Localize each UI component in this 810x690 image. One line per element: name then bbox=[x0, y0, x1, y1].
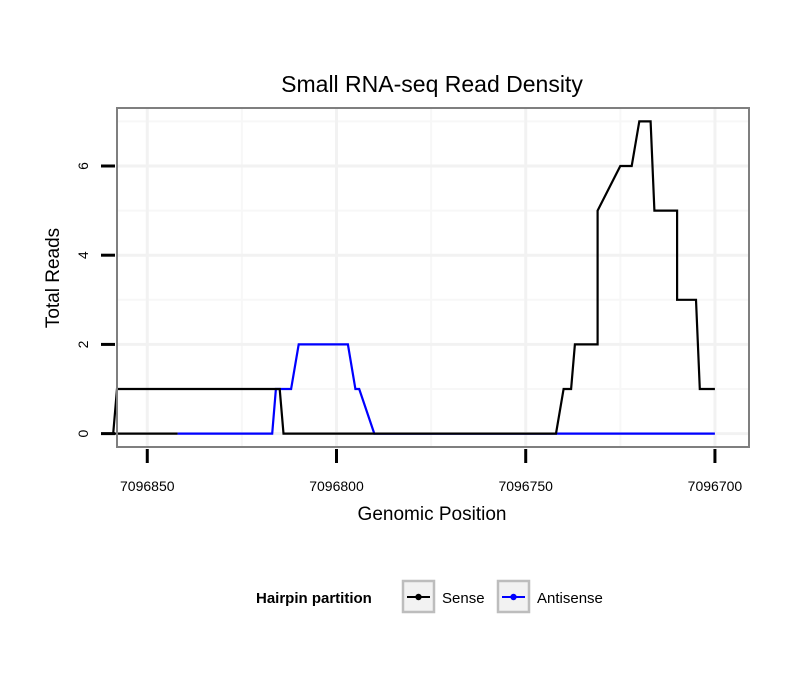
legend-title: Hairpin partition bbox=[256, 590, 372, 607]
y-axis-title: Total Reads bbox=[43, 228, 64, 328]
x-axis-title: Genomic Position bbox=[358, 504, 507, 525]
legend-label-antisense: Antisense bbox=[537, 590, 603, 607]
legend: Hairpin partition Sense Antisense bbox=[256, 579, 603, 614]
legend-point-sense bbox=[415, 593, 422, 601]
plot-panel-border bbox=[116, 107, 750, 448]
legend-point-antisense bbox=[510, 593, 517, 601]
legend-label-sense: Sense bbox=[442, 590, 485, 607]
x-tick-label: 7096700 bbox=[688, 478, 743, 494]
y-tick-label: 0 bbox=[75, 430, 91, 438]
grid-layer bbox=[117, 108, 749, 447]
x-tick-label: 7096800 bbox=[309, 478, 364, 494]
y-tick-label: 6 bbox=[75, 162, 91, 170]
axis-layer: 7096850 7096800 7096750 7096700 0 2 4 6 bbox=[75, 162, 742, 494]
x-tick-label: 7096750 bbox=[498, 478, 553, 494]
chart-title: Small RNA-seq Read Density bbox=[281, 71, 583, 97]
y-tick-label: 2 bbox=[75, 340, 91, 348]
x-tick-label: 7096850 bbox=[120, 478, 175, 494]
series-line-sense bbox=[112, 120, 715, 435]
series-layer bbox=[112, 120, 715, 435]
y-tick-label: 4 bbox=[75, 251, 91, 259]
